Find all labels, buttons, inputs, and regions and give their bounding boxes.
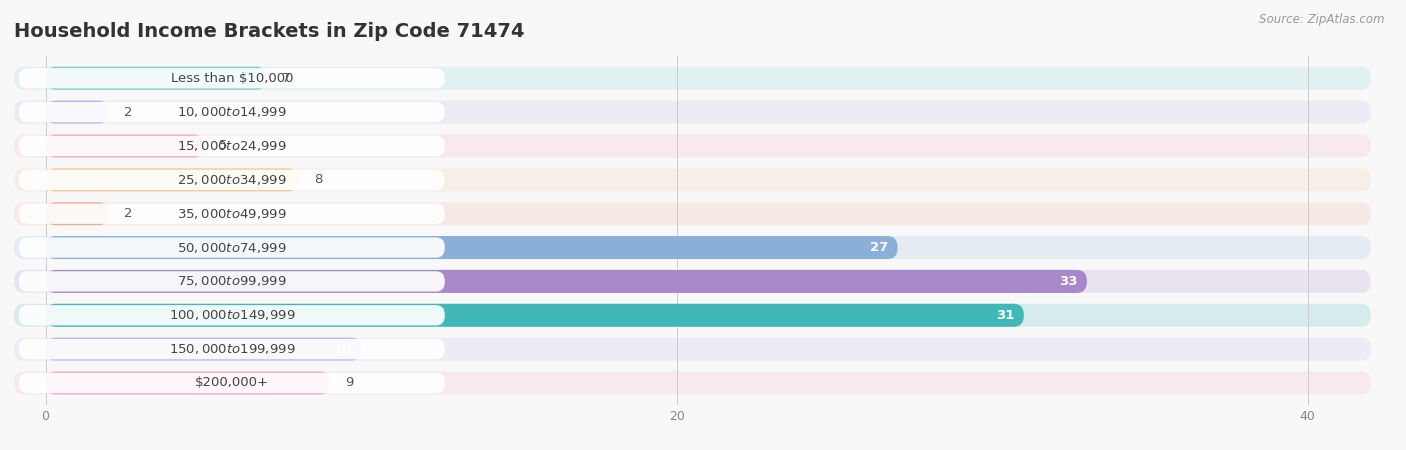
FancyBboxPatch shape bbox=[18, 271, 444, 292]
Text: 10: 10 bbox=[333, 342, 352, 356]
FancyBboxPatch shape bbox=[14, 67, 1371, 90]
Text: $35,000 to $49,999: $35,000 to $49,999 bbox=[177, 207, 287, 220]
Text: $25,000 to $34,999: $25,000 to $34,999 bbox=[177, 173, 287, 187]
FancyBboxPatch shape bbox=[18, 339, 444, 359]
FancyBboxPatch shape bbox=[18, 203, 444, 224]
FancyBboxPatch shape bbox=[14, 270, 1371, 293]
Text: 9: 9 bbox=[346, 377, 354, 390]
FancyBboxPatch shape bbox=[18, 68, 444, 88]
Text: 31: 31 bbox=[995, 309, 1014, 322]
FancyBboxPatch shape bbox=[14, 372, 1371, 395]
FancyBboxPatch shape bbox=[18, 102, 444, 122]
FancyBboxPatch shape bbox=[45, 338, 361, 360]
FancyBboxPatch shape bbox=[14, 101, 1371, 124]
Text: $50,000 to $74,999: $50,000 to $74,999 bbox=[177, 241, 287, 255]
FancyBboxPatch shape bbox=[45, 304, 1024, 327]
FancyBboxPatch shape bbox=[14, 168, 1371, 191]
Text: $15,000 to $24,999: $15,000 to $24,999 bbox=[177, 139, 287, 153]
Text: 7: 7 bbox=[283, 72, 291, 85]
FancyBboxPatch shape bbox=[45, 67, 267, 90]
FancyBboxPatch shape bbox=[45, 372, 329, 395]
FancyBboxPatch shape bbox=[18, 136, 444, 156]
FancyBboxPatch shape bbox=[14, 338, 1371, 360]
Text: 5: 5 bbox=[219, 140, 228, 153]
Text: $200,000+: $200,000+ bbox=[195, 377, 269, 390]
Text: 27: 27 bbox=[870, 241, 889, 254]
FancyBboxPatch shape bbox=[14, 304, 1371, 327]
Text: $100,000 to $149,999: $100,000 to $149,999 bbox=[169, 308, 295, 322]
Text: Household Income Brackets in Zip Code 71474: Household Income Brackets in Zip Code 71… bbox=[14, 22, 524, 41]
Text: $10,000 to $14,999: $10,000 to $14,999 bbox=[177, 105, 287, 119]
Text: Less than $10,000: Less than $10,000 bbox=[170, 72, 292, 85]
FancyBboxPatch shape bbox=[45, 135, 204, 157]
FancyBboxPatch shape bbox=[14, 236, 1371, 259]
Text: 33: 33 bbox=[1059, 275, 1077, 288]
FancyBboxPatch shape bbox=[18, 170, 444, 190]
FancyBboxPatch shape bbox=[45, 270, 1087, 293]
Text: 8: 8 bbox=[314, 173, 322, 186]
Text: 2: 2 bbox=[125, 207, 134, 220]
FancyBboxPatch shape bbox=[14, 135, 1371, 157]
FancyBboxPatch shape bbox=[45, 101, 108, 124]
FancyBboxPatch shape bbox=[18, 305, 444, 325]
FancyBboxPatch shape bbox=[45, 236, 897, 259]
FancyBboxPatch shape bbox=[18, 373, 444, 393]
Text: $150,000 to $199,999: $150,000 to $199,999 bbox=[169, 342, 295, 356]
Text: $75,000 to $99,999: $75,000 to $99,999 bbox=[177, 274, 287, 288]
FancyBboxPatch shape bbox=[18, 238, 444, 258]
Text: Source: ZipAtlas.com: Source: ZipAtlas.com bbox=[1260, 14, 1385, 27]
FancyBboxPatch shape bbox=[45, 202, 108, 225]
FancyBboxPatch shape bbox=[45, 168, 298, 191]
FancyBboxPatch shape bbox=[14, 202, 1371, 225]
Text: 2: 2 bbox=[125, 106, 134, 119]
